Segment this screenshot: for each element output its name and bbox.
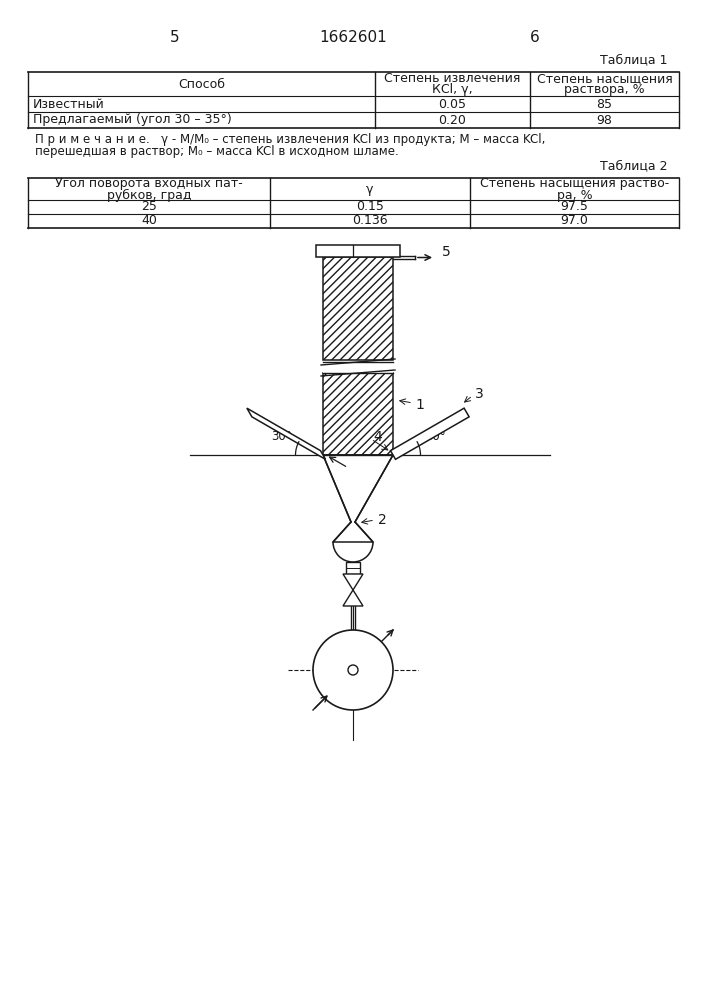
Text: 30°: 30° xyxy=(425,430,445,443)
Text: Угол поворота входных пат-: Угол поворота входных пат- xyxy=(55,178,243,190)
Text: 2: 2 xyxy=(378,513,387,527)
Text: 5: 5 xyxy=(442,245,451,259)
Polygon shape xyxy=(390,408,469,459)
Text: П р и м е ч а н и е.   γ - M/M₀ – степень извлечения KCl из продукта; M – масса : П р и м е ч а н и е. γ - M/M₀ – степень … xyxy=(35,133,545,146)
Text: 5: 5 xyxy=(170,30,180,45)
Text: 0.136: 0.136 xyxy=(352,215,388,228)
Text: 98: 98 xyxy=(597,113,612,126)
Polygon shape xyxy=(323,373,393,455)
Polygon shape xyxy=(346,562,360,574)
Polygon shape xyxy=(343,590,363,606)
Text: 0.05: 0.05 xyxy=(438,98,467,110)
Text: 0.20: 0.20 xyxy=(438,113,467,126)
Text: 25: 25 xyxy=(141,200,157,214)
Polygon shape xyxy=(323,455,393,542)
Text: Таблица 2: Таблица 2 xyxy=(600,159,668,172)
Polygon shape xyxy=(343,574,363,590)
Text: 97.0: 97.0 xyxy=(561,215,588,228)
Polygon shape xyxy=(323,257,393,360)
Text: Известный: Известный xyxy=(33,98,105,110)
Text: 4: 4 xyxy=(373,430,382,444)
Circle shape xyxy=(313,630,393,710)
Text: 97.5: 97.5 xyxy=(561,200,588,214)
Text: КCl, γ,: КCl, γ, xyxy=(432,84,473,97)
Text: 85: 85 xyxy=(597,98,612,110)
Text: Таблица 1: Таблица 1 xyxy=(600,53,668,66)
Polygon shape xyxy=(316,245,400,257)
Text: Степень насыщения раство-: Степень насыщения раство- xyxy=(480,178,669,190)
Text: 6: 6 xyxy=(530,30,540,45)
Text: Степень насыщения: Степень насыщения xyxy=(537,73,672,86)
Text: 1: 1 xyxy=(415,398,424,412)
Text: ра, %: ра, % xyxy=(556,188,592,202)
Text: 0.15: 0.15 xyxy=(356,200,384,214)
Text: Степень извлечения: Степень извлечения xyxy=(385,73,520,86)
Circle shape xyxy=(348,665,358,675)
Text: перешедшая в раствор; M₀ – масса KCl в исходном шламе.: перешедшая в раствор; M₀ – масса KCl в и… xyxy=(35,145,399,158)
Text: 3: 3 xyxy=(474,387,484,401)
Text: 30°: 30° xyxy=(271,430,291,443)
Polygon shape xyxy=(247,408,325,459)
Text: рубков, град: рубков, град xyxy=(107,188,192,202)
Text: γ: γ xyxy=(366,182,374,196)
Text: 1662601: 1662601 xyxy=(319,30,387,45)
Text: Предлагаемый (угол 30 – 35°): Предлагаемый (угол 30 – 35°) xyxy=(33,113,232,126)
Polygon shape xyxy=(323,362,393,373)
Text: Способ: Способ xyxy=(178,78,225,91)
Text: 40: 40 xyxy=(141,215,157,228)
Text: раствора, %: раствора, % xyxy=(564,84,645,97)
